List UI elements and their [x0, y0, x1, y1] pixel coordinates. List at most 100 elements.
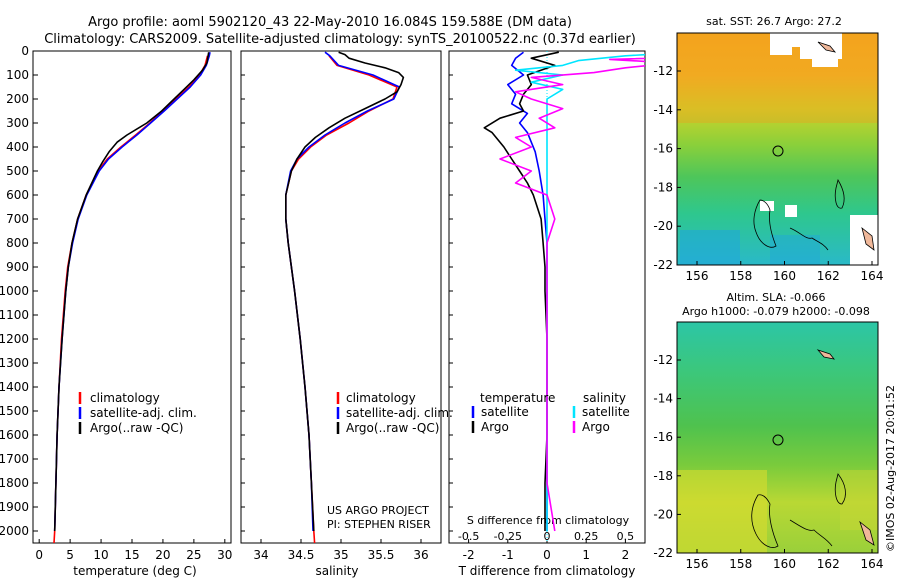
- reef-contour: [751, 494, 779, 548]
- map-y-tick-label: -14: [653, 103, 673, 117]
- map-x-tick-label: 162: [817, 269, 840, 283]
- map-y-tick-label: -16: [653, 142, 673, 156]
- cloud-mask: [760, 201, 774, 211]
- project-label: US ARGO PROJECT: [327, 504, 429, 517]
- t-difference-axis-label: T difference from climatology: [458, 564, 636, 578]
- sla-map-title-line2: Argo h1000: -0.079 h2000: -0.098: [682, 305, 870, 318]
- map-y-tick-label: -18: [653, 469, 673, 483]
- x-tick-label: 5: [66, 548, 74, 562]
- reef-contour: [789, 519, 833, 547]
- sla-map-title-line1: Altim. SLA: -0.066: [726, 291, 825, 304]
- legend-label-s-argo: Argo: [582, 420, 610, 434]
- x-tick-label: 10: [93, 548, 108, 562]
- depth-tick-label: 1500: [0, 404, 29, 418]
- legend-header-temperature: temperature: [480, 391, 555, 405]
- depth-tick-label: 1800: [0, 476, 29, 490]
- depth-tick-label: 1400: [0, 380, 29, 394]
- depth-tick-label: 1900: [0, 500, 29, 514]
- x-tick-label: 1: [582, 548, 590, 562]
- difference-legend: temperature salinity satellite Argo sate…: [471, 391, 630, 434]
- s-diff-tick-label: 0.25: [574, 530, 599, 543]
- map-y-tick-label: -20: [653, 507, 673, 521]
- map-x-tick-label: 156: [686, 557, 709, 571]
- x-tick-label: 34: [253, 548, 268, 562]
- map-y-tick-label: -12: [653, 64, 673, 78]
- salinity-difference-top-axis: -0.5 -0.25 0 0.25 0.5: [458, 530, 634, 543]
- pi-label: PI: STEPHEN RISER: [327, 518, 431, 531]
- map-y-tick-label: -12: [653, 353, 673, 367]
- legend-label-s-satellite: satellite: [582, 405, 630, 419]
- cloud-mask: [792, 33, 842, 47]
- reef-contour: [753, 199, 777, 248]
- sst-map-axes: 156 158 160 162 164 -12 -14 -16 -18 -20 -22: [653, 64, 883, 283]
- map-x-tick-label: 160: [773, 557, 796, 571]
- depth-tick-label: 1700: [0, 452, 29, 466]
- depth-tick-label: 300: [6, 116, 29, 130]
- depth-tick-label: 400: [6, 140, 29, 154]
- x-tick-label: 35: [333, 548, 348, 562]
- map-y-tick-label: -22: [653, 258, 673, 272]
- x-tick-label: -1: [502, 548, 514, 562]
- sla-map-axes: 156 158 160 162 164 -12 -14 -16 -18 -20 -22: [653, 353, 883, 571]
- legend-label-argo: Argo(..raw -QC): [346, 421, 439, 435]
- cloud-mask: [812, 59, 838, 67]
- cloud-mask: [800, 47, 842, 59]
- sst-field: [677, 33, 878, 265]
- cloud-mask: [770, 33, 792, 55]
- x-tick-label: 15: [124, 548, 139, 562]
- series-line-argo-raw-qc: [284, 51, 405, 532]
- sst-map-title: sat. SST: 26.7 Argo: 27.2: [706, 15, 842, 28]
- s-diff-tick-label: 0.5: [617, 530, 635, 543]
- series-line-s-argo: [499, 57, 645, 532]
- depth-tick-label: 0: [21, 44, 29, 58]
- depth-tick-label: 1300: [0, 356, 29, 370]
- map-x-tick-label: 156: [686, 269, 709, 283]
- depth-tick-label: 600: [6, 188, 29, 202]
- temperature-axis-label: temperature (deg C): [73, 564, 196, 578]
- argo-float-location-marker: [772, 145, 784, 157]
- depth-tick-label: 1100: [0, 308, 29, 322]
- map-y-tick-label: -14: [653, 392, 673, 406]
- map-x-tick-label: 160: [773, 269, 796, 283]
- x-tick-label: 25: [186, 548, 201, 562]
- depth-tick-label: 700: [6, 212, 29, 226]
- salinity-legend: climatology satellite-adj. clim. Argo(..…: [327, 391, 453, 531]
- map-y-tick-label: -20: [653, 219, 673, 233]
- salinity-axis-label: salinity: [315, 564, 358, 578]
- legend-label-satellite: satellite-adj. clim.: [90, 406, 197, 420]
- reef-contour: [834, 473, 846, 505]
- x-tick-label: 20: [155, 548, 170, 562]
- depth-tick-label: 1200: [0, 332, 29, 346]
- figure-title-line2: Climatology: CARS2009. Satellite-adjuste…: [44, 32, 636, 47]
- legend-label-argo: Argo(..raw -QC): [90, 421, 183, 435]
- difference-series: [483, 51, 645, 543]
- x-tick-label: 34.5: [288, 548, 315, 562]
- depth-tick-label: 1600: [0, 428, 29, 442]
- salinity-series: [284, 51, 405, 543]
- x-tick-label: 36: [413, 548, 428, 562]
- sla-high-patch: [677, 470, 767, 553]
- copyright-timestamp-label: ©IMOS 02-Aug-2017 20:01:52: [884, 385, 897, 552]
- map-y-tick-label: -16: [653, 430, 673, 444]
- s-difference-axis-label: S difference from climatology: [467, 514, 630, 527]
- sst-map: [677, 33, 878, 265]
- sst-cool-patch: [680, 230, 740, 265]
- x-tick-label: 0: [35, 548, 43, 562]
- x-tick-label: 2: [622, 548, 630, 562]
- x-tick-label: -2: [463, 548, 475, 562]
- series-line-argo-raw-qc: [53, 52, 210, 532]
- depth-tick-label: 800: [6, 236, 29, 250]
- s-diff-tick-label: -0.5: [458, 530, 479, 543]
- legend-header-salinity: salinity: [583, 391, 626, 405]
- cloud-mask: [785, 205, 797, 217]
- argo-float-location-marker: [772, 434, 784, 446]
- figure-title-line1: Argo profile: aoml 5902120_43 22-May-201…: [88, 15, 572, 30]
- sla-high-patch: [840, 470, 878, 530]
- x-tick-label: 0: [543, 548, 551, 562]
- island-shape: [859, 520, 875, 546]
- island-shape: [817, 41, 837, 53]
- legend-label-t-satellite: satellite: [481, 405, 529, 419]
- s-diff-tick-label: 0: [544, 530, 551, 543]
- temperature-x-axis: 0 5 10 15 20 25 30: [35, 539, 232, 562]
